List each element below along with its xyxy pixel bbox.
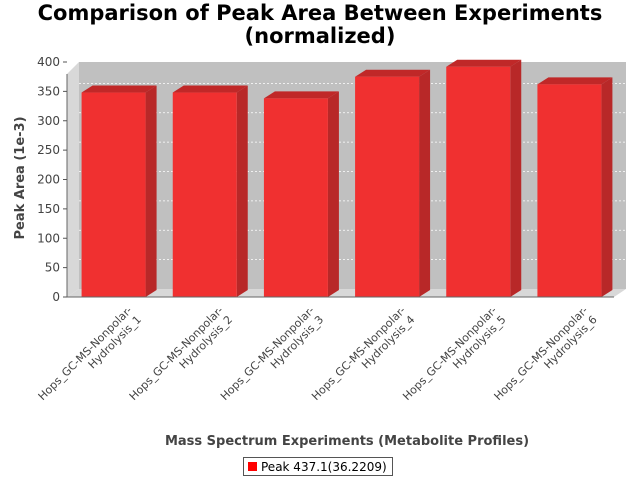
bar-front [446, 66, 511, 297]
y-tick-label: 300 [37, 114, 60, 128]
bar-side [601, 77, 613, 297]
chart-title-line-2: (normalized) [244, 24, 396, 48]
y-tick-label: 50 [45, 261, 60, 275]
y-tick-label: 350 [37, 84, 60, 98]
y-tick-label: 100 [37, 231, 60, 245]
plot-left-wall [67, 62, 79, 297]
bar-top [537, 77, 613, 85]
y-tick-labels: 0 50 100 150 200 250 300 350 400 [37, 55, 67, 304]
bar-side [327, 91, 339, 297]
y-tick-label: 400 [37, 55, 60, 69]
bar-top [355, 69, 431, 77]
chart-title: Comparison of Peak Area Between Experime… [0, 2, 640, 48]
bar-side [236, 85, 248, 297]
legend-swatch [248, 462, 257, 471]
y-tick-label: 250 [37, 143, 60, 157]
bar-side [145, 85, 157, 297]
bar-top [81, 85, 157, 93]
x-tick-label-line: Hops_GC-MS-Nonpolar- [127, 304, 226, 403]
bar-front [263, 98, 328, 297]
gridlines [79, 53, 626, 261]
bar-front [355, 76, 420, 297]
x-tick-label-line: Hops_GC-MS-Nonpolar- [218, 304, 317, 403]
legend-label: Peak 437.1(36.2209) [261, 459, 387, 474]
bar-top [446, 59, 522, 67]
y-tick-label: 150 [37, 202, 60, 216]
bar-front [81, 92, 146, 297]
x-tick-label-line: Hops_GC-MS-Nonpolar- [36, 304, 135, 403]
bar [537, 77, 613, 297]
x-tick-labels: Hops_GC-MS-Nonpolar-Hydrolysis_1Hops_GC-… [36, 304, 600, 403]
plot-background [67, 62, 626, 297]
bar [263, 91, 339, 297]
chart-title-line-1: Comparison of Peak Area Between Experime… [37, 1, 603, 25]
bars [81, 59, 613, 298]
plot-back-wall [79, 62, 626, 289]
y-tick-label: 0 [52, 290, 60, 304]
bar [172, 85, 248, 297]
y-axis-label: Peak Area (1e-3) [13, 116, 28, 239]
x-tick-label: Hops_GC-MS-Nonpolar-Hydrolysis_6 [491, 304, 599, 403]
bar-top [263, 91, 339, 99]
bar-front [537, 84, 602, 297]
x-tick-label-line: Hops_GC-MS-Nonpolar- [491, 304, 590, 403]
axes [66, 74, 614, 298]
x-axis-label: Mass Spectrum Experiments (Metabolite Pr… [165, 434, 529, 449]
bar-side [419, 69, 431, 297]
bar [81, 85, 157, 297]
bar [355, 69, 431, 297]
bar-side [510, 59, 522, 298]
x-tick-label-line: Hops_GC-MS-Nonpolar- [400, 304, 499, 403]
bar-top [172, 85, 248, 93]
bar-front [172, 92, 237, 297]
x-tick-label-line: Hops_GC-MS-Nonpolar- [309, 304, 408, 403]
y-tick-label: 200 [37, 173, 60, 187]
bar [446, 59, 522, 298]
legend: Peak 437.1(36.2209) [243, 457, 393, 476]
